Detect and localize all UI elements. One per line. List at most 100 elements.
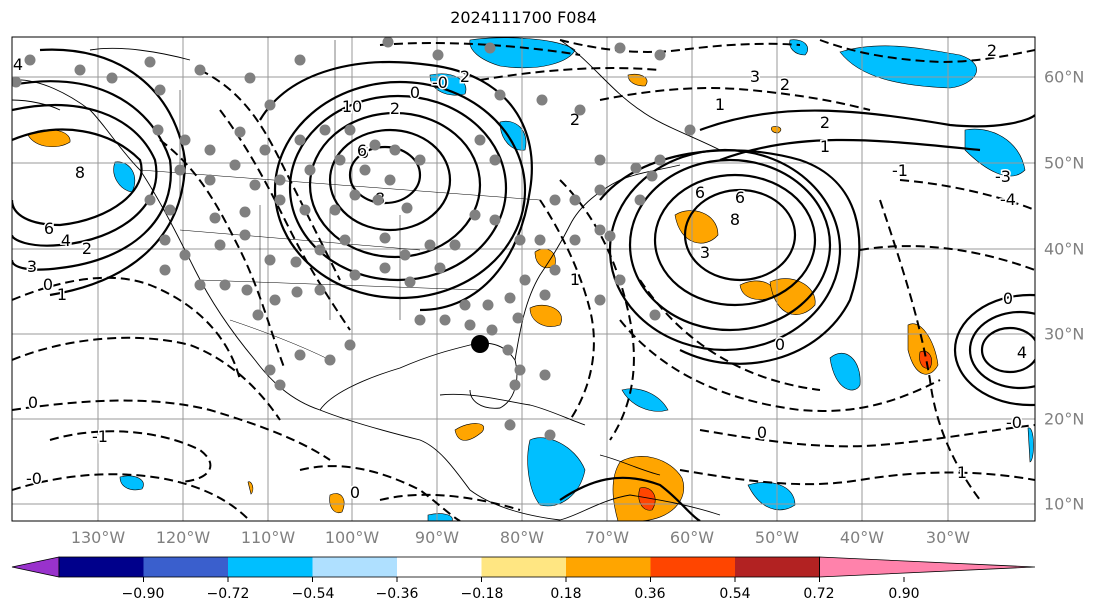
station-dot: [249, 179, 261, 191]
colorbar-max-extension: [819, 556, 1036, 578]
colorbar-tick: −0.36: [375, 586, 419, 602]
station-dot: [389, 144, 401, 156]
station-dot: [194, 279, 206, 291]
colorbar-min-extension: [11, 556, 60, 578]
station-dot: [12, 76, 22, 88]
colorbar-tick: 0.72: [803, 586, 835, 602]
contour-label: 0: [28, 393, 38, 412]
station-dot: [432, 49, 444, 61]
station-dot: [569, 194, 581, 206]
colorbar-tick: 0.36: [634, 586, 666, 602]
map-title: 2024111700 F084: [450, 8, 597, 27]
station-dot: [294, 349, 306, 361]
station-dot: [404, 276, 416, 288]
station-dot: [241, 284, 253, 296]
station-dot: [152, 124, 164, 136]
station-dot: [274, 174, 286, 186]
station-dot: [544, 429, 556, 441]
negative-anomaly-regions: [113, 37, 1034, 521]
contour-label: -0: [26, 469, 42, 488]
station-dot: [484, 42, 496, 54]
station-dot: [314, 244, 326, 256]
station-dot: [382, 37, 394, 48]
station-dot: [349, 269, 361, 281]
station-dot: [514, 234, 526, 246]
station-dot: [372, 194, 384, 206]
station-dot: [614, 274, 626, 286]
contour-label: 2: [390, 99, 400, 118]
station-dot: [549, 194, 561, 206]
negative-anomaly-patch: [119, 475, 144, 491]
positive-anomaly-patch: [769, 278, 816, 315]
station-dot: [179, 134, 191, 146]
station-dot: [24, 54, 36, 66]
station-dot: [299, 204, 311, 216]
station-dot: [164, 204, 176, 216]
station-dot: [401, 202, 413, 214]
contour-label: 6: [359, 143, 369, 162]
station-dot: [349, 189, 361, 201]
lon-label: 130°W: [70, 528, 126, 547]
lon-label: 60°W: [669, 528, 715, 547]
lon-label: 30°W: [925, 528, 971, 547]
colorbar-tick: 0.18: [550, 586, 582, 602]
station-dot: [439, 314, 451, 326]
contour-label: -1: [92, 427, 108, 446]
station-dot: [239, 229, 251, 241]
station-dot: [244, 72, 256, 84]
station-dot: [464, 319, 476, 331]
contour-value-labels: 4864231010268026231216830-1-3-4204-0-10-…: [12, 40, 1029, 504]
contour-label: 2: [820, 113, 830, 132]
contour-label: 4: [61, 231, 71, 250]
station-dot: [239, 206, 251, 218]
lat-label: 20°N: [1044, 409, 1085, 429]
contour-label: 0: [1003, 289, 1013, 308]
contour-label: 10: [342, 97, 362, 116]
contour-label: 6: [735, 188, 745, 207]
political-borders: [139, 40, 541, 361]
negative-anomaly-patch: [747, 482, 796, 511]
contour-label: 1: [715, 95, 725, 114]
station-dot: [399, 249, 411, 261]
contour-label: 1: [570, 270, 580, 289]
contour-label: 2: [82, 239, 92, 258]
station-dot: [549, 264, 561, 276]
contour-label: 4: [1017, 343, 1027, 362]
station-dot: [414, 314, 426, 326]
station-dot: [504, 419, 516, 431]
contour-label: 1: [57, 285, 67, 304]
station-dot: [630, 162, 642, 174]
contour-label: 6: [695, 183, 705, 202]
colorbar-tick: 0.54: [719, 586, 751, 602]
contour-label: 3: [27, 257, 37, 276]
colorbar-segment: [735, 557, 820, 577]
station-dot: [291, 286, 303, 298]
station-dot: [204, 174, 216, 186]
station-dot: [474, 134, 486, 146]
station-dot: [194, 64, 206, 76]
lon-label: 40°W: [839, 528, 885, 547]
solid-contours: [12, 48, 1035, 521]
station-dot: [334, 154, 346, 166]
station-dot: [339, 234, 351, 246]
station-dot: [434, 262, 446, 274]
station-dot: [264, 364, 276, 376]
colorbar: [11, 556, 1036, 582]
lon-label: 100°W: [324, 528, 380, 547]
station-dot: [344, 339, 356, 351]
station-dot: [614, 42, 626, 54]
dashed-contours: [12, 39, 1035, 521]
colorbar-segment: [566, 557, 651, 577]
station-dot: [304, 164, 316, 176]
positive-anomaly-patch: [739, 280, 775, 300]
hurricane-center-marker: [471, 335, 489, 353]
station-dot: [512, 312, 524, 324]
lon-label: 110°W: [240, 528, 296, 547]
station-dot: [574, 104, 586, 116]
station-dot: [319, 124, 331, 136]
colorbar-tick: −0.90: [121, 586, 165, 602]
station-dot: [489, 154, 501, 166]
station-dot: [294, 54, 306, 66]
colorbar-frame: [58, 556, 820, 578]
